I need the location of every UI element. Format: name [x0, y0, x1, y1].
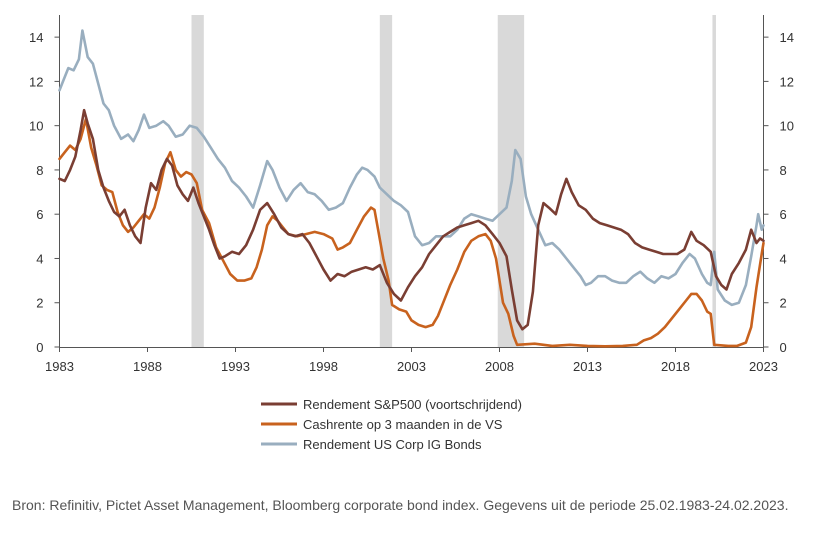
- recession-bands: [191, 15, 716, 347]
- series-lines: [58, 29, 765, 348]
- source-note: Bron: Refinitiv, Pictet Asset Management…: [12, 497, 789, 513]
- legend-label-0: Rendement S&P500 (voortschrijdend): [303, 397, 522, 412]
- y-tick-label-left: 12: [29, 74, 43, 89]
- x-tick-label: 2008: [485, 359, 514, 374]
- y-tick-label-right: 0: [780, 340, 787, 355]
- recession-band-1: [379, 15, 393, 347]
- y-tick-label-left: 8: [36, 163, 43, 178]
- y-tick-label-right: 10: [780, 119, 794, 134]
- chart-axes: [59, 15, 764, 348]
- y-tick-label-left: 4: [36, 251, 43, 266]
- y-tick-label-left: 2: [36, 296, 43, 311]
- x-tick-label: 1993: [221, 359, 250, 374]
- y-tick-label-right: 8: [780, 163, 787, 178]
- chart-legend: Rendement S&P500 (voortschrijdend) Cashre…: [261, 397, 522, 452]
- y-tick-label-right: 2: [780, 296, 787, 311]
- x-tick-label: 1998: [309, 359, 338, 374]
- y-tick-label-left: 6: [36, 207, 43, 222]
- y-tick-label-right: 12: [780, 74, 794, 89]
- y-tick-label-left: 0: [36, 340, 43, 355]
- recession-band-3: [712, 15, 716, 347]
- legend-label-1: Cashrente op 3 maanden in de VS: [303, 417, 503, 432]
- y-tick-label-left: 14: [29, 30, 43, 45]
- recession-band-0: [191, 15, 204, 347]
- y-tick-label-right: 4: [780, 251, 787, 266]
- x-tick-label: 1988: [133, 359, 162, 374]
- y-tick-label-right: 14: [780, 30, 794, 45]
- series-line-1: [58, 117, 765, 348]
- axis-ticks: 0 0 2 2 4 4 6 6 8 8 10 10 12 12 14 14 1983 1988 1993 1998 20…: [29, 30, 794, 374]
- x-tick-label: 1983: [45, 359, 74, 374]
- y-tick-label-left: 10: [29, 119, 43, 134]
- series-line-0: [58, 108, 765, 331]
- x-tick-label: 2023: [749, 359, 778, 374]
- x-tick-label: 2018: [661, 359, 690, 374]
- legend-label-2: Rendement US Corp IG Bonds: [303, 437, 482, 452]
- y-tick-label-right: 6: [780, 207, 787, 222]
- series-line-2: [58, 29, 765, 307]
- x-tick-label: 2003: [397, 359, 426, 374]
- line-chart: 0 0 2 2 4 4 6 6 8 8 10 10 12 12 14 14 1983 1988 1993 1998 20…: [29, 15, 794, 452]
- x-tick-label: 2013: [573, 359, 602, 374]
